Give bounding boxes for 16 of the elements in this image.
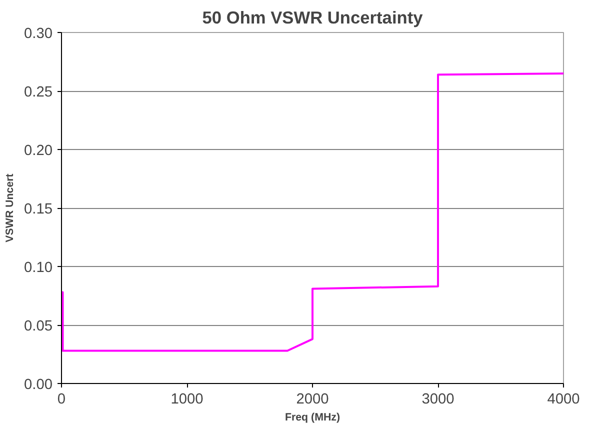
y-tick-label: 0.15 (24, 202, 53, 218)
x-axis-title: Freq (MHz) (284, 412, 340, 424)
x-tick-label: 4000 (547, 392, 580, 408)
x-tick-label: 0 (57, 392, 66, 408)
x-tick-label: 3000 (422, 392, 454, 408)
y-tick-label: 0.30 (24, 26, 53, 42)
x-tick-label: 1000 (170, 392, 204, 408)
chart-title: 50 Ohm VSWR Uncertainty (202, 8, 424, 28)
y-tick-label: 0.25 (24, 84, 53, 100)
y-tick-label: 0.20 (24, 143, 53, 159)
y-tick-label: 0.10 (24, 260, 53, 276)
x-tick-label: 2000 (296, 392, 329, 408)
y-tick-label: 0.05 (24, 318, 53, 334)
y-axis-title: VSWR Uncert (4, 173, 16, 242)
line-series (62, 72, 564, 352)
y-tick-label: 0.00 (24, 377, 53, 393)
